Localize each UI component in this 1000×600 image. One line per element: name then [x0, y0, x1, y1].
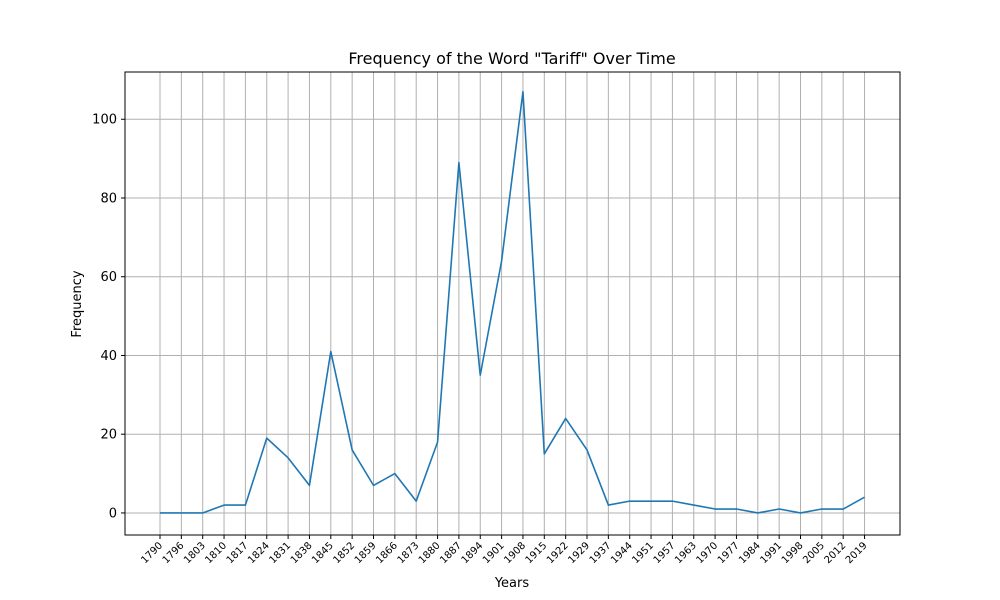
x-tick-label: 1831 [267, 540, 293, 566]
x-tick-label: 1901 [481, 540, 507, 566]
x-tick-label: 1887 [438, 540, 464, 566]
x-tick-label: 1824 [246, 540, 272, 566]
chart-title: Frequency of the Word "Tariff" Over Time [348, 49, 675, 68]
x-tick-label: 1937 [588, 540, 614, 566]
x-tick-label: 1880 [417, 540, 443, 566]
x-tick-label: 1796 [161, 540, 187, 566]
x-tick-label: 1984 [737, 540, 763, 566]
x-tick-label: 1873 [396, 540, 422, 566]
x-tick-label: 1845 [310, 540, 336, 566]
y-axis-label: Frequency [70, 270, 85, 337]
x-tick-label: 1790 [139, 540, 165, 566]
x-tick-label: 1866 [374, 540, 400, 566]
x-tick-label: 1963 [673, 540, 699, 566]
x-tick-label: 1957 [652, 540, 678, 566]
x-tick-label: 1977 [716, 540, 742, 566]
x-tick-label: 1859 [353, 540, 379, 566]
x-tick-label: 1817 [225, 540, 251, 566]
x-tick-label: 2005 [801, 540, 827, 566]
y-tick-label: 100 [92, 113, 117, 128]
series-line [160, 90, 865, 514]
y-tick-label: 60 [100, 270, 117, 285]
x-tick-label: 1894 [460, 540, 486, 566]
x-tick-label: 1951 [630, 540, 656, 566]
y-tick-label: 80 [100, 191, 117, 206]
x-tick-label: 2019 [844, 540, 870, 566]
plot-frame [124, 71, 901, 536]
x-tick-label: 1998 [780, 540, 806, 566]
x-tick-label: 1803 [182, 540, 208, 566]
x-tick-label: 1908 [502, 540, 528, 566]
y-tick-label: 40 [100, 349, 117, 364]
x-tick-label: 1944 [609, 540, 635, 566]
x-axis-label: Years [494, 576, 530, 591]
x-tick-label: 1810 [203, 540, 229, 566]
y-axis: 0 20 40 60 80 100 [92, 113, 125, 521]
y-tick-label: 20 [100, 428, 117, 443]
series-layer [160, 90, 865, 514]
x-tick-label: 1915 [524, 540, 550, 566]
x-axis: 1790179618031810181718241831183818451852… [139, 535, 870, 566]
x-tick-label: 1922 [545, 540, 571, 566]
x-tick-label: 1929 [566, 540, 592, 566]
x-tick-label: 1838 [289, 540, 315, 566]
x-tick-label: 1970 [694, 540, 720, 566]
x-tick-label: 1852 [331, 540, 357, 566]
y-tick-label: 0 [109, 506, 117, 521]
x-tick-label: 2012 [823, 540, 849, 566]
x-tick-label: 1991 [758, 540, 784, 566]
grid [125, 72, 900, 535]
